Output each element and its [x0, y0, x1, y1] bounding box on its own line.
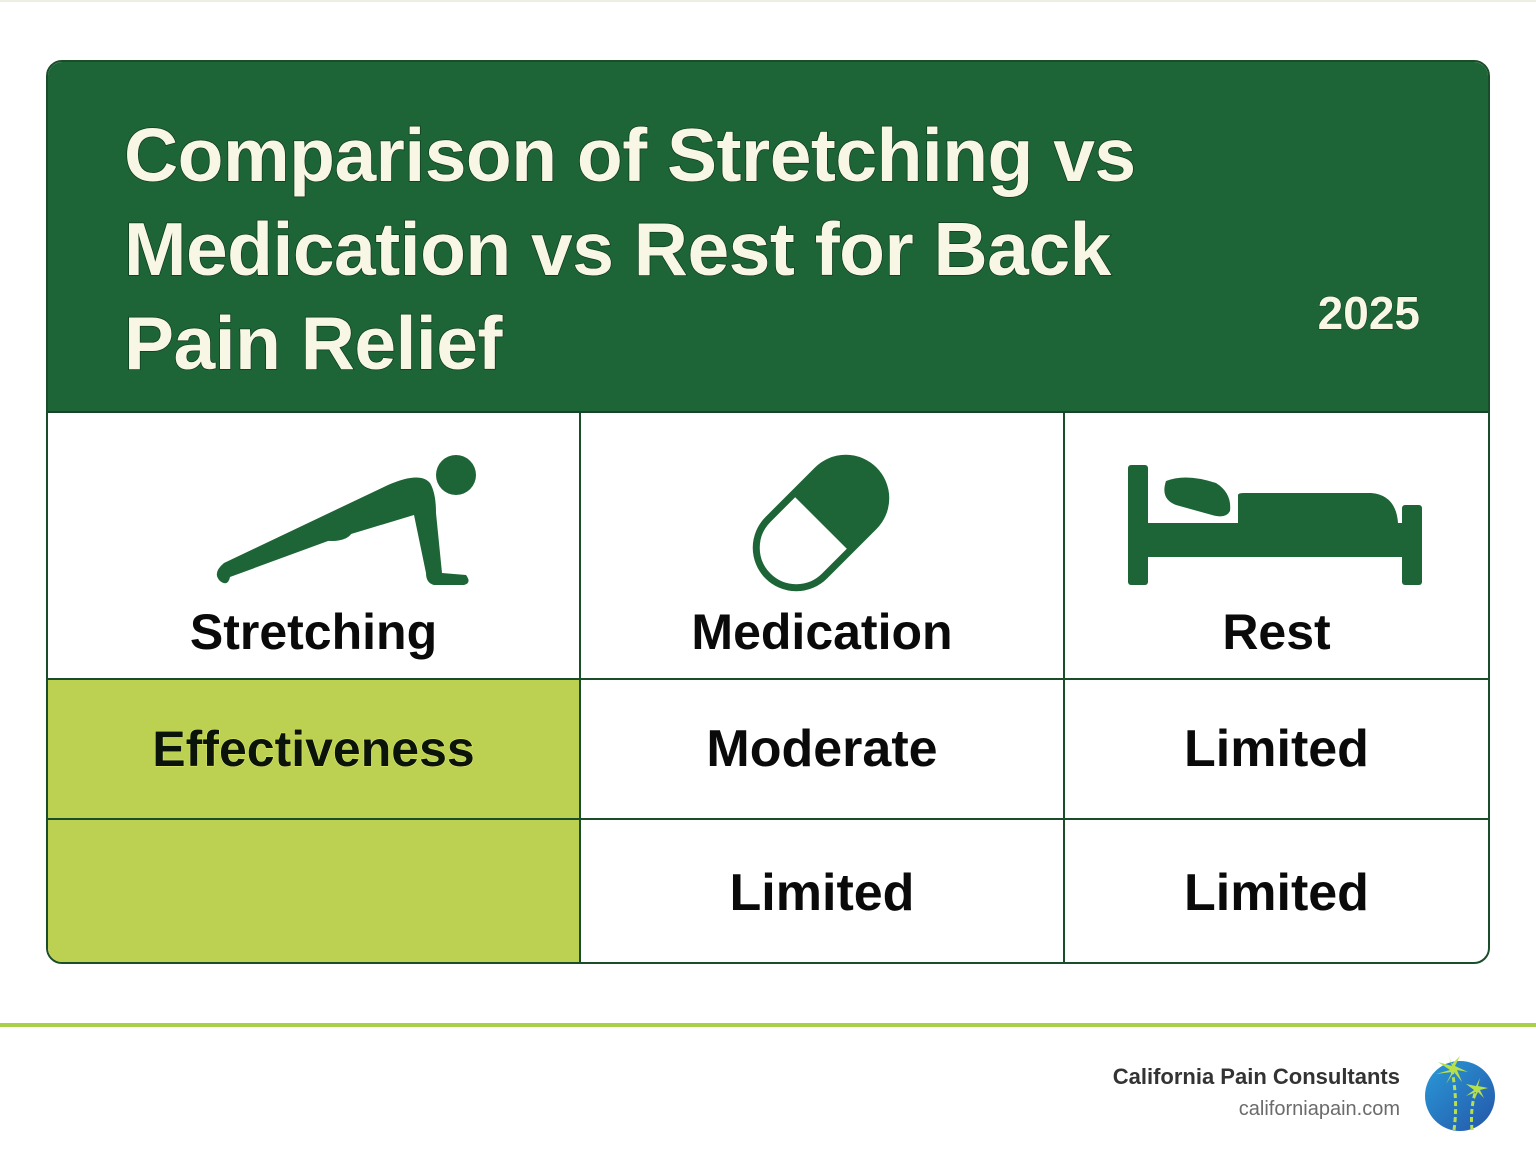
- row-divider: [48, 678, 1488, 680]
- card-header: Comparison of Stretching vs Medication v…: [48, 62, 1488, 413]
- column-divider: [579, 413, 581, 962]
- table-cell: Limited: [1065, 820, 1488, 962]
- column-label: Stretching: [189, 604, 438, 660]
- cell-value: Moderate: [706, 720, 938, 778]
- row-label: Effectiveness: [152, 721, 475, 778]
- column-header-stretching: Stretching: [48, 413, 579, 680]
- column-label: Medication: [691, 604, 953, 660]
- cell-value: Limited: [1184, 864, 1369, 922]
- table-cell: Moderate: [581, 680, 1063, 818]
- brand-url[interactable]: californiapain.com: [1238, 1098, 1400, 1120]
- year-label: 2025: [1317, 287, 1420, 340]
- row-label-empty: [48, 820, 579, 962]
- cell-value: Limited: [729, 864, 915, 922]
- top-divider: [0, 0, 1536, 2]
- cell-value: Limited: [1184, 720, 1369, 778]
- column-divider: [1063, 413, 1065, 962]
- footer-divider: [0, 1023, 1536, 1027]
- brand-name: California Pain Consultants: [1112, 1064, 1400, 1089]
- comparison-card: Comparison of Stretching vs Medication v…: [46, 60, 1490, 964]
- palm-tree-globe-logo: [1425, 1054, 1495, 1131]
- column-label: Rest: [1222, 604, 1331, 660]
- page-title: Comparison of Stretching vs Medication v…: [123, 112, 1137, 386]
- column-header-medication: Medication: [581, 413, 1063, 680]
- table-cell: Limited: [1065, 680, 1488, 818]
- bed-icon: [1128, 465, 1422, 585]
- pill-capsule-icon: [752, 454, 890, 592]
- row-divider: [48, 818, 1488, 820]
- push-up-icon: [216, 455, 476, 585]
- table-cell: Limited: [581, 820, 1063, 962]
- column-header-rest: Rest: [1065, 413, 1488, 680]
- row-label-effectiveness: Effectiveness: [48, 680, 579, 818]
